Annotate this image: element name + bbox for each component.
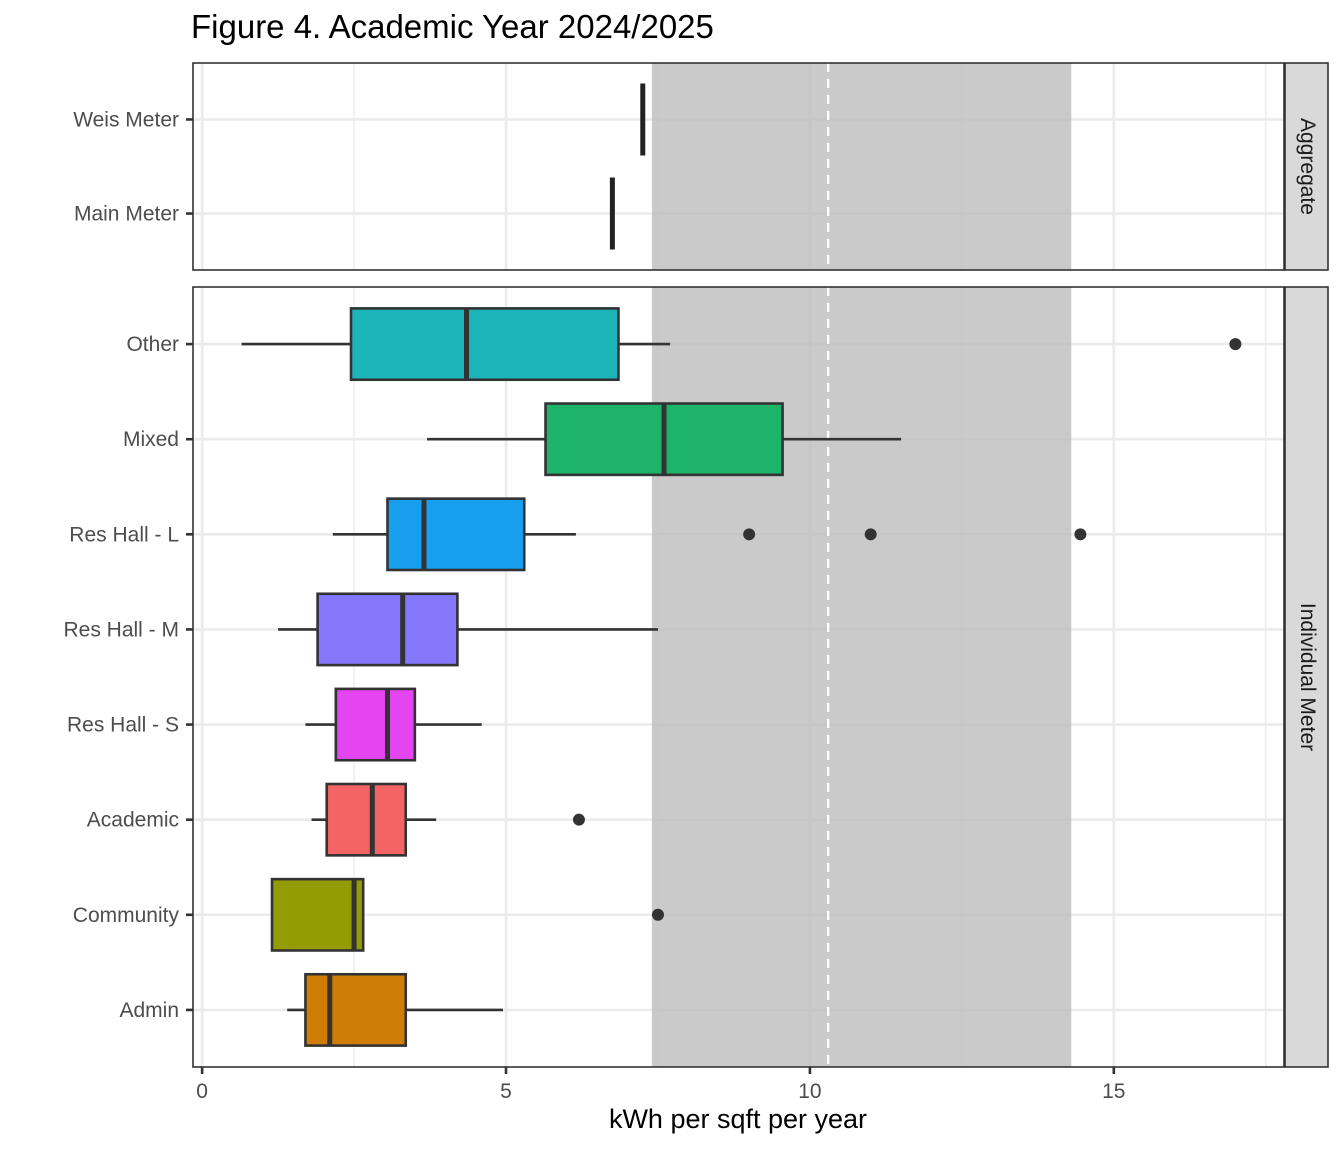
outlier-point — [651, 908, 664, 921]
y-tick-label: Admin — [119, 999, 179, 1022]
outlier-point — [743, 528, 756, 541]
iqr-box — [325, 782, 408, 857]
series-res-hall-s — [305, 687, 482, 762]
facet-strip — [1284, 286, 1329, 1068]
y-tick-label: Res Hall - S — [67, 714, 179, 737]
panel-border — [192, 62, 1285, 271]
panel-0: Weis Meter Main Meter Aggregate — [73, 62, 1329, 271]
iqr-box — [349, 307, 620, 382]
iqr-box — [334, 687, 417, 762]
series-academic — [311, 782, 585, 857]
iqr-box — [316, 592, 459, 667]
iqr-box — [386, 497, 526, 572]
facet-strip-label: Individual Meter — [1296, 603, 1319, 751]
y-tick-label: Other — [126, 333, 179, 356]
x-tick-label: 15 — [1102, 1080, 1125, 1103]
series-res-hall-l — [332, 497, 1087, 572]
panel-1: Other Mixed Res Hall - L Res Hall - M Res Ha… — [63, 286, 1329, 1068]
series-admin — [287, 972, 503, 1047]
y-tick-label: Weis Meter — [73, 108, 179, 131]
panel-border — [192, 286, 1285, 1068]
y-tick-label: Res Hall - M — [63, 618, 179, 641]
series-other — [241, 307, 1242, 382]
reference-band — [651, 63, 1072, 270]
y-tick-label: Academic — [87, 809, 179, 832]
series-community — [270, 877, 664, 952]
series-mixed — [427, 402, 902, 477]
outlier-point — [572, 813, 585, 826]
y-tick-label: Main Meter — [74, 203, 179, 226]
facet-strip-label: Aggregate — [1296, 118, 1319, 215]
iqr-box — [304, 972, 408, 1047]
y-tick-label: Mixed — [123, 428, 179, 451]
outlier-point — [1229, 338, 1242, 351]
y-tick-label: Community — [73, 904, 180, 927]
x-tick-label: 5 — [500, 1080, 512, 1103]
outlier-point — [1074, 528, 1087, 541]
x-axis-title: kWh per sqft per year — [608, 1104, 868, 1134]
x-tick-label: 10 — [798, 1080, 821, 1103]
facet-strip — [1284, 62, 1329, 271]
series-res-hall-m — [278, 592, 658, 667]
outlier-point — [864, 528, 877, 541]
iqr-box — [270, 877, 365, 952]
chart-title: Figure 4. Academic Year 2024/2025 — [191, 8, 714, 45]
y-tick-label: Res Hall - L — [69, 523, 179, 546]
x-tick-label: 0 — [196, 1080, 208, 1103]
